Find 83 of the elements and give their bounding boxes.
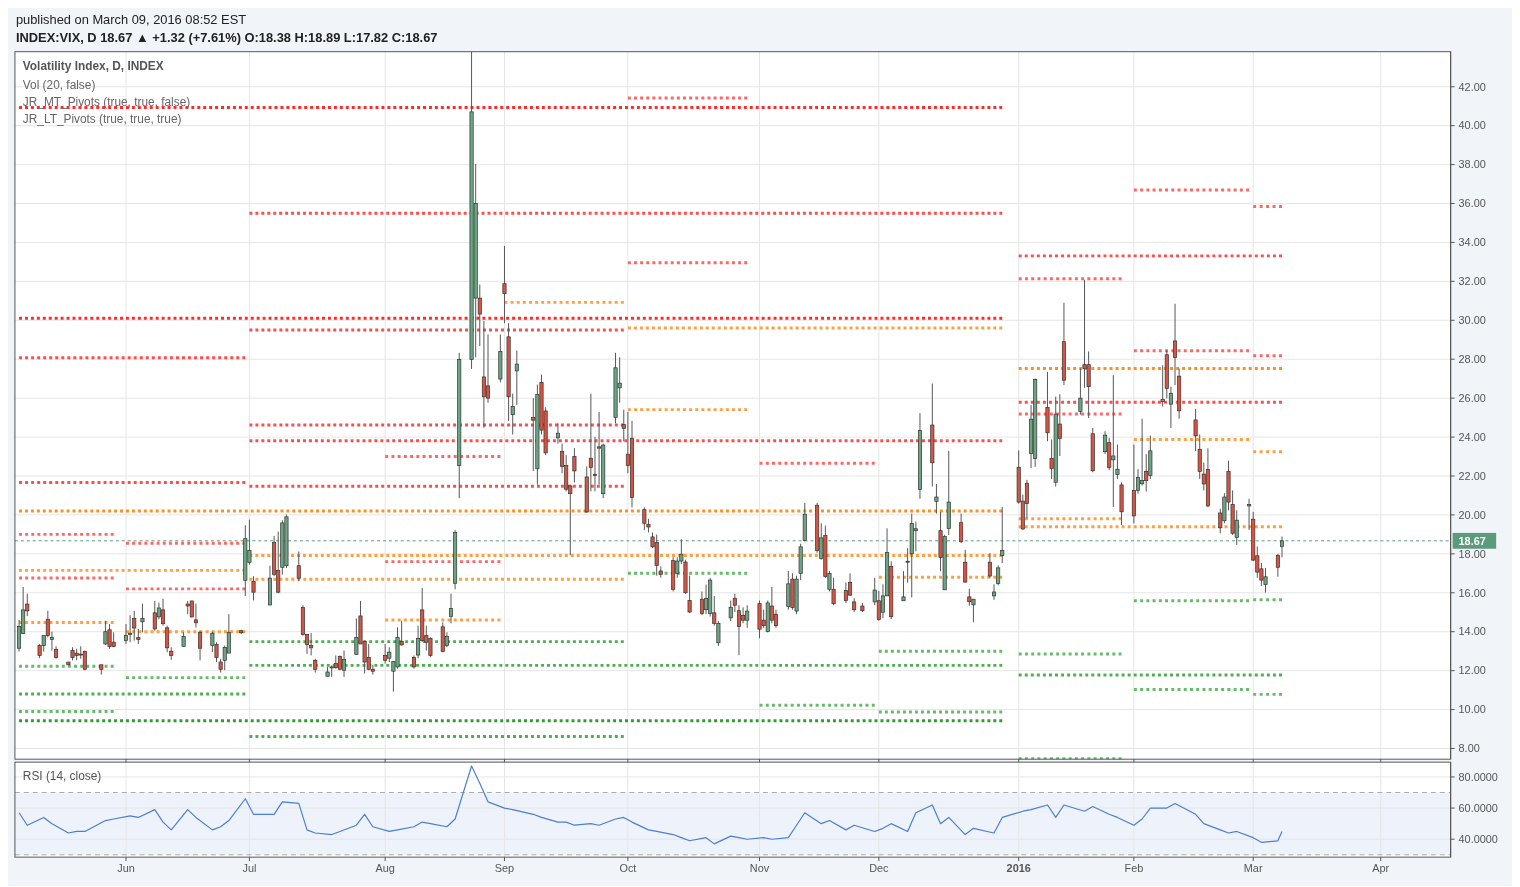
x-tick-label: Aug xyxy=(375,861,395,874)
candlestick xyxy=(1111,374,1116,508)
x-tick-label: Oct xyxy=(619,861,637,874)
candlestick xyxy=(555,422,560,445)
y-tick-label: 28.00 xyxy=(1458,353,1486,366)
candlestick xyxy=(140,603,145,633)
candlestick xyxy=(251,575,256,601)
candlestick xyxy=(572,447,577,483)
x-tick-label: Feb xyxy=(1124,861,1144,874)
x-tick-label: Jul xyxy=(242,861,257,874)
y-tick-label: 60.0000 xyxy=(1458,801,1498,814)
candlestick xyxy=(1082,279,1087,389)
candlestick xyxy=(342,650,347,678)
y-tick-label: 40.0000 xyxy=(1458,833,1498,846)
candlestick xyxy=(934,483,939,515)
candlestick xyxy=(1263,567,1268,594)
candlestick xyxy=(901,570,906,602)
candlestick xyxy=(309,632,314,656)
candlestick xyxy=(1000,506,1005,564)
y-tick-label: 12.00 xyxy=(1458,664,1486,677)
y-tick-label: 32.00 xyxy=(1458,275,1486,288)
y-tick-label: 22.00 xyxy=(1458,469,1486,482)
y-tick-label: 36.00 xyxy=(1458,197,1486,210)
candlestick xyxy=(843,581,848,604)
text: RSI (14, close) xyxy=(22,768,102,783)
candlestick xyxy=(531,397,536,472)
ref-line-label: 18.67 xyxy=(1458,534,1486,547)
candlestick xyxy=(514,349,519,406)
x-tick-label: Sep xyxy=(494,861,515,874)
candlestick xyxy=(481,320,486,429)
y-tick-label: 80.0000 xyxy=(1458,770,1498,783)
annotation: JR_LT_Pivots (true, true, true) xyxy=(22,111,182,126)
candlestick xyxy=(987,552,992,579)
candlestick xyxy=(1160,364,1165,408)
y-tick-label: 8.00 xyxy=(1458,742,1480,755)
candlestick xyxy=(161,598,166,627)
candlestick xyxy=(502,245,507,324)
candlestick xyxy=(913,521,918,552)
candlestick xyxy=(992,583,997,601)
x-tick-label: 2016 xyxy=(1006,861,1031,874)
y-tick-label: 38.00 xyxy=(1458,158,1486,171)
candlestick xyxy=(107,623,112,650)
y-tick-label: 14.00 xyxy=(1458,625,1486,638)
annotation: JR_MT_Pivots (true, true, false) xyxy=(22,95,191,110)
candlestick xyxy=(165,625,170,653)
y-tick-label: 24.00 xyxy=(1458,430,1486,443)
candlestick xyxy=(963,549,968,584)
candlestick xyxy=(654,534,659,577)
x-tick-label: Apr xyxy=(1372,861,1390,874)
y-tick-label: 40.00 xyxy=(1458,119,1486,132)
y-tick-label: 26.00 xyxy=(1458,391,1486,404)
candlestick xyxy=(296,551,301,582)
y-tick-label: 30.00 xyxy=(1458,314,1486,327)
text: Volatility Index, D, INDEX xyxy=(22,58,164,73)
candlestick xyxy=(1078,368,1083,416)
candlestick xyxy=(132,610,137,642)
candlestick xyxy=(996,565,1001,586)
y-tick-label: 16.00 xyxy=(1458,586,1486,599)
candlestick xyxy=(366,643,371,671)
candlestick xyxy=(354,617,359,655)
chart-subtitle: INDEX:VIX, D 18.67 ▲ +1.32 (+7.61%) O:18.38 H:18.89 L:17.82 C:18.67 xyxy=(15,29,438,45)
candlestick xyxy=(745,604,750,629)
text: published on March 09, 2016 08:52 EST xyxy=(15,12,247,27)
y-tick-label: 18.00 xyxy=(1458,547,1486,560)
candlestick xyxy=(128,614,133,643)
candlestick xyxy=(959,513,964,544)
candlestick xyxy=(193,603,198,628)
x-tick-label: Jun xyxy=(117,861,135,874)
line-series xyxy=(18,765,1283,845)
candlestick xyxy=(449,593,453,624)
y-tick-label: 10.00 xyxy=(1458,703,1486,716)
x-tick-label: Nov xyxy=(749,861,770,874)
y-tick-label: 42.00 xyxy=(1458,80,1486,93)
candlestick xyxy=(741,606,746,624)
annotation: Vol (20, false) xyxy=(22,78,96,93)
x-tick-label: Mar xyxy=(1243,861,1263,874)
y-tick-label: 20.00 xyxy=(1458,508,1486,521)
candlestick xyxy=(198,630,203,661)
candlestick xyxy=(103,620,108,646)
y-tick-label: 34.00 xyxy=(1458,236,1486,249)
candlestick xyxy=(1140,418,1145,487)
x-tick-label: Dec xyxy=(869,861,890,874)
candlestick xyxy=(152,600,157,632)
